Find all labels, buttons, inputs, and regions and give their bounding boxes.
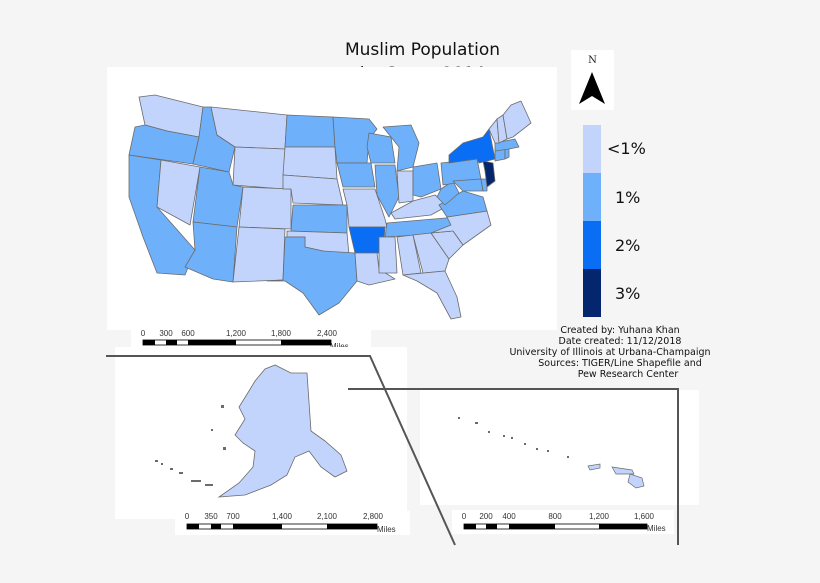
legend-swatch-3 bbox=[583, 269, 601, 317]
svg-text:0: 0 bbox=[185, 512, 190, 521]
svg-text:400: 400 bbox=[502, 512, 516, 521]
state-FL bbox=[402, 270, 462, 320]
svg-text:350: 350 bbox=[204, 512, 218, 521]
svg-text:600: 600 bbox=[181, 329, 195, 338]
legend-swatch-2 bbox=[583, 221, 601, 269]
svg-text:800: 800 bbox=[548, 512, 562, 521]
contiguous-scalebar: 0 300 600 1,200 1,800 2,400 Miles bbox=[141, 329, 349, 351]
hawaii-island-oahu-maui bbox=[611, 466, 635, 475]
svg-text:0: 0 bbox=[462, 512, 467, 521]
svg-text:1,400: 1,400 bbox=[272, 512, 293, 521]
legend-label-1: 1% bbox=[615, 188, 641, 207]
state-HI bbox=[627, 473, 645, 489]
svg-text:2,100: 2,100 bbox=[317, 512, 338, 521]
state-WI bbox=[366, 132, 396, 164]
state-OH bbox=[412, 162, 442, 198]
svg-text:2,800: 2,800 bbox=[363, 512, 384, 521]
credits-date: Date created: 11/12/2018 bbox=[558, 336, 682, 347]
state-NE bbox=[282, 174, 344, 206]
svg-text:200: 200 bbox=[479, 512, 493, 521]
contiguous-us-map bbox=[128, 94, 532, 320]
map-title-line1: Muslim Population bbox=[344, 40, 501, 60]
state-MS bbox=[378, 236, 398, 274]
state-IL bbox=[374, 164, 400, 218]
hawaii-map bbox=[458, 417, 645, 489]
svg-text:2,400: 2,400 bbox=[317, 329, 338, 338]
svg-text:Miles: Miles bbox=[647, 524, 666, 533]
svg-text:1,800: 1,800 bbox=[271, 329, 292, 338]
svg-text:1,200: 1,200 bbox=[589, 512, 610, 521]
svg-text:1,200: 1,200 bbox=[226, 329, 247, 338]
state-NV bbox=[156, 159, 201, 226]
hawaii-island-kauai bbox=[587, 463, 601, 471]
legend-swatch-1 bbox=[583, 173, 601, 221]
legend-label-lt1: <1% bbox=[607, 139, 646, 158]
svg-text:0: 0 bbox=[141, 329, 146, 338]
credits-author: Created by: Yuhana Khan bbox=[560, 325, 680, 336]
alaska-scalebar-panel bbox=[175, 511, 410, 535]
state-NC bbox=[430, 210, 492, 246]
state-AZ bbox=[184, 221, 238, 283]
hawaii-scalebar: 0 200 400 800 1,200 1,600 Miles bbox=[462, 512, 666, 533]
alaska-map bbox=[155, 364, 348, 498]
svg-text:300: 300 bbox=[159, 329, 173, 338]
state-TX bbox=[266, 236, 358, 316]
credits-sources-2: Pew Research Center bbox=[577, 369, 679, 380]
legend-label-2: 2% bbox=[615, 236, 641, 255]
north-arrow: N bbox=[571, 50, 614, 110]
credits-sources: Sources: TIGER/Line Shapefile and bbox=[538, 358, 702, 369]
svg-text:Miles: Miles bbox=[377, 525, 396, 534]
credits: Created by: Yuhana Khan Date created: 11… bbox=[490, 325, 730, 380]
hawaii-scalebar-panel bbox=[452, 510, 674, 534]
state-DE bbox=[480, 178, 488, 192]
state-NJ bbox=[482, 160, 496, 188]
state-GA bbox=[412, 232, 450, 274]
credits-institution: University of Illinois at Urbana-Champai… bbox=[509, 347, 711, 358]
north-label: N bbox=[588, 55, 597, 66]
state-LA bbox=[354, 252, 396, 286]
state-IA bbox=[336, 162, 376, 188]
state-ME bbox=[502, 100, 532, 140]
legend-swatch-lt1 bbox=[583, 125, 601, 173]
legend-label-3: 3% bbox=[615, 284, 641, 303]
svg-text:700: 700 bbox=[226, 512, 240, 521]
hawaii-inset-panel bbox=[420, 390, 699, 505]
svg-text:Miles: Miles bbox=[330, 342, 349, 351]
alaska-scalebar: 0 350 700 1,400 2,100 2,800 Miles bbox=[185, 512, 396, 534]
state-AK bbox=[217, 364, 348, 498]
svg-text:1,600: 1,600 bbox=[634, 512, 655, 521]
north-arrow-icon bbox=[579, 72, 605, 104]
